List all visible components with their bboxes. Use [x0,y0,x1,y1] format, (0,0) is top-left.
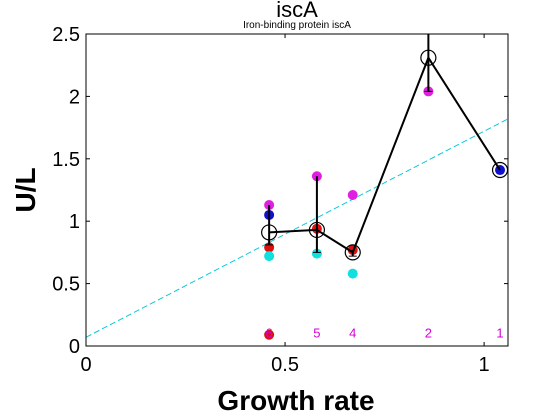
x-axis-label: Growth rate [217,385,374,416]
y-axis-label: U/L [10,167,41,212]
y-ticks: 0 0.5 1 1.5 2 2.5 [52,24,508,358]
count-label: 5 [313,326,320,341]
x-tick-label: 1 [479,354,490,376]
count-label: 4 [349,326,356,341]
y-tick-label: 0.5 [52,274,80,296]
plot-frame [85,33,509,347]
mean-marker [261,224,278,241]
y-tick-label: 1 [69,211,80,233]
chart-subtitle: Iron-binding protein iscA [243,20,351,31]
mean-line [269,55,501,254]
count-label: 6 [266,326,273,341]
count-label: 1 [496,326,503,341]
annotation-layer: 6 5 4 2 1 [266,326,504,341]
mean-marker [344,244,361,261]
data-point [264,251,275,262]
mean-layer [261,34,509,261]
trend-line [85,118,509,338]
y-tick-label: 1.5 [52,149,80,171]
mean-marker [308,221,326,239]
y-tick-label: 2 [69,86,80,108]
y-tick-label: 2.5 [52,24,80,46]
count-label: 2 [425,326,432,341]
x-tick-label: 0 [80,354,91,376]
chart-title: iscA [276,0,318,22]
x-ticks: 0 0.5 1 [80,34,490,376]
data-point [311,248,322,259]
mean-marker [420,49,437,66]
x-tick-label: 0.5 [271,354,299,376]
data-point [264,329,275,340]
y-tick-label: 0 [69,336,80,358]
trend-layer [85,118,509,338]
data-point [347,189,358,200]
data-point [347,268,358,279]
